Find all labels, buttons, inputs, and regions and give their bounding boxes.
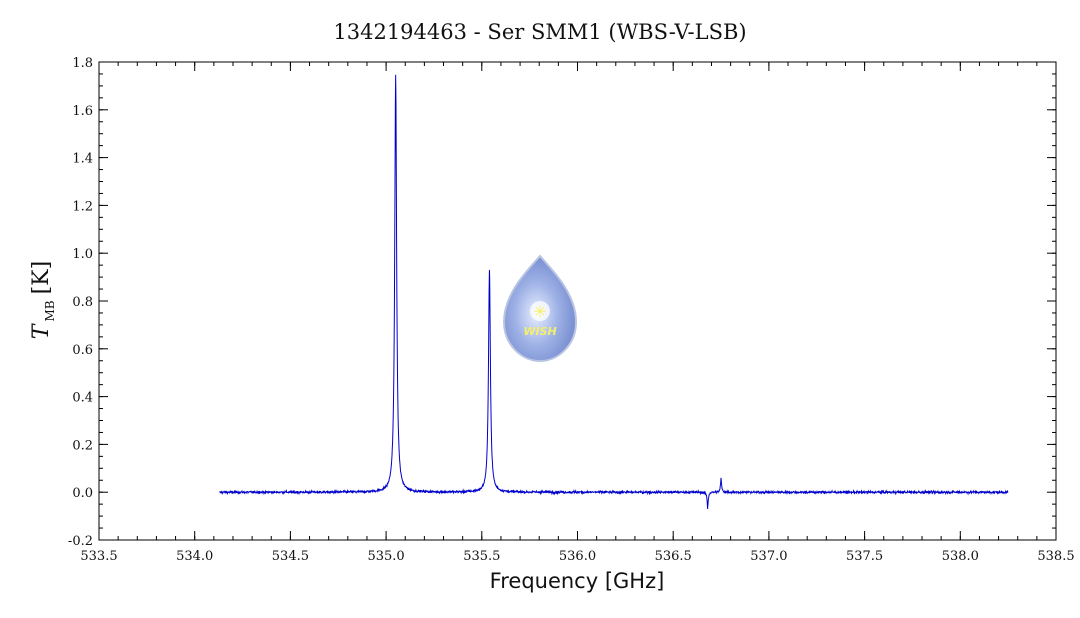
x-tick-label: 537.5 [846,549,883,564]
y-tick-label: 0.2 [72,438,93,453]
y-axis-symbol: T [29,322,54,339]
y-tick-label: 0.8 [72,295,93,310]
y-axis-label: TMB [K] [29,261,57,339]
x-tick-label: 538.5 [1037,549,1074,564]
y-tick-label: -0.2 [68,534,93,549]
y-tick-label: 0.6 [72,343,93,358]
x-tick-label: 535.5 [463,549,500,564]
plot-area [219,74,1009,509]
series-line [219,74,1009,509]
x-tick-label: 538.0 [942,549,979,564]
x-tick-label: 534.5 [272,549,309,564]
y-tick-label: 0.4 [72,391,93,406]
y-tick-label: 1.6 [72,104,93,119]
y-tick-label: 0.0 [72,486,93,501]
y-tick-label: 1.8 [72,56,93,71]
svg-text:✳: ✳ [533,302,546,321]
x-tick-label: 536.5 [655,549,692,564]
axes: 533.5 534.0 534.5 535.0 535.5 536.0 536.5 537.0… [68,56,1075,564]
wish-logo-text: WISH [523,325,556,338]
x-tick-label: 535.0 [367,549,404,564]
x-tick-label: 536.0 [559,549,596,564]
x-tick-label: 537.0 [750,549,787,564]
x-axis-label: Frequency [GHz] [490,569,665,593]
y-tick-label: 1.0 [72,247,93,262]
wish-logo: ✳ WISH [502,254,578,363]
x-tick-label: 533.5 [80,549,117,564]
y-tick-label: 1.2 [72,199,93,214]
y-tick-label: 1.4 [72,152,93,167]
y-axis-unit: [K] [29,261,54,295]
plot-frame [98,61,1057,541]
chart-title: 1342194463 - Ser SMM1 (WBS-V-LSB) [333,20,746,44]
x-tick-label: 534.0 [176,549,213,564]
y-axis-subscript: MB [43,300,57,321]
